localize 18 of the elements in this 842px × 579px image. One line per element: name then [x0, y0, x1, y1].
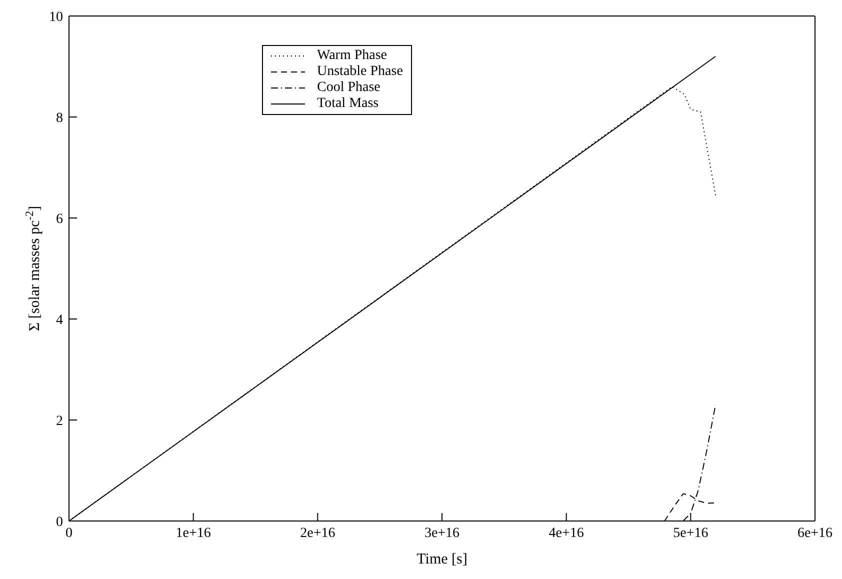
legend-label: Unstable Phase	[317, 64, 403, 80]
y-tick-label: 6	[56, 212, 63, 227]
x-tick-label: 0	[66, 526, 72, 541]
x-tick-label: 4e+16	[548, 526, 584, 541]
y-tick-label: 2	[56, 414, 63, 429]
x-tick-label: 2e+16	[300, 526, 336, 541]
x-tick-label: 1e+16	[176, 526, 211, 541]
legend-label: Total Mass	[317, 96, 379, 112]
y-tick-label: 10	[49, 10, 63, 25]
x-tick-label: 3e+16	[424, 526, 460, 541]
legend-label: Warm Phase	[317, 48, 388, 64]
x-tick-label: 5e+16	[673, 526, 708, 541]
y-tick-label: 4	[56, 312, 63, 328]
y-tick-label: 0	[56, 514, 63, 530]
x-axis-title: Time [s]	[416, 552, 468, 568]
x-tick-label: 6e+16	[797, 526, 833, 541]
y-tick-label: 8	[56, 110, 63, 126]
legend-label: Cool Phase	[317, 80, 380, 96]
